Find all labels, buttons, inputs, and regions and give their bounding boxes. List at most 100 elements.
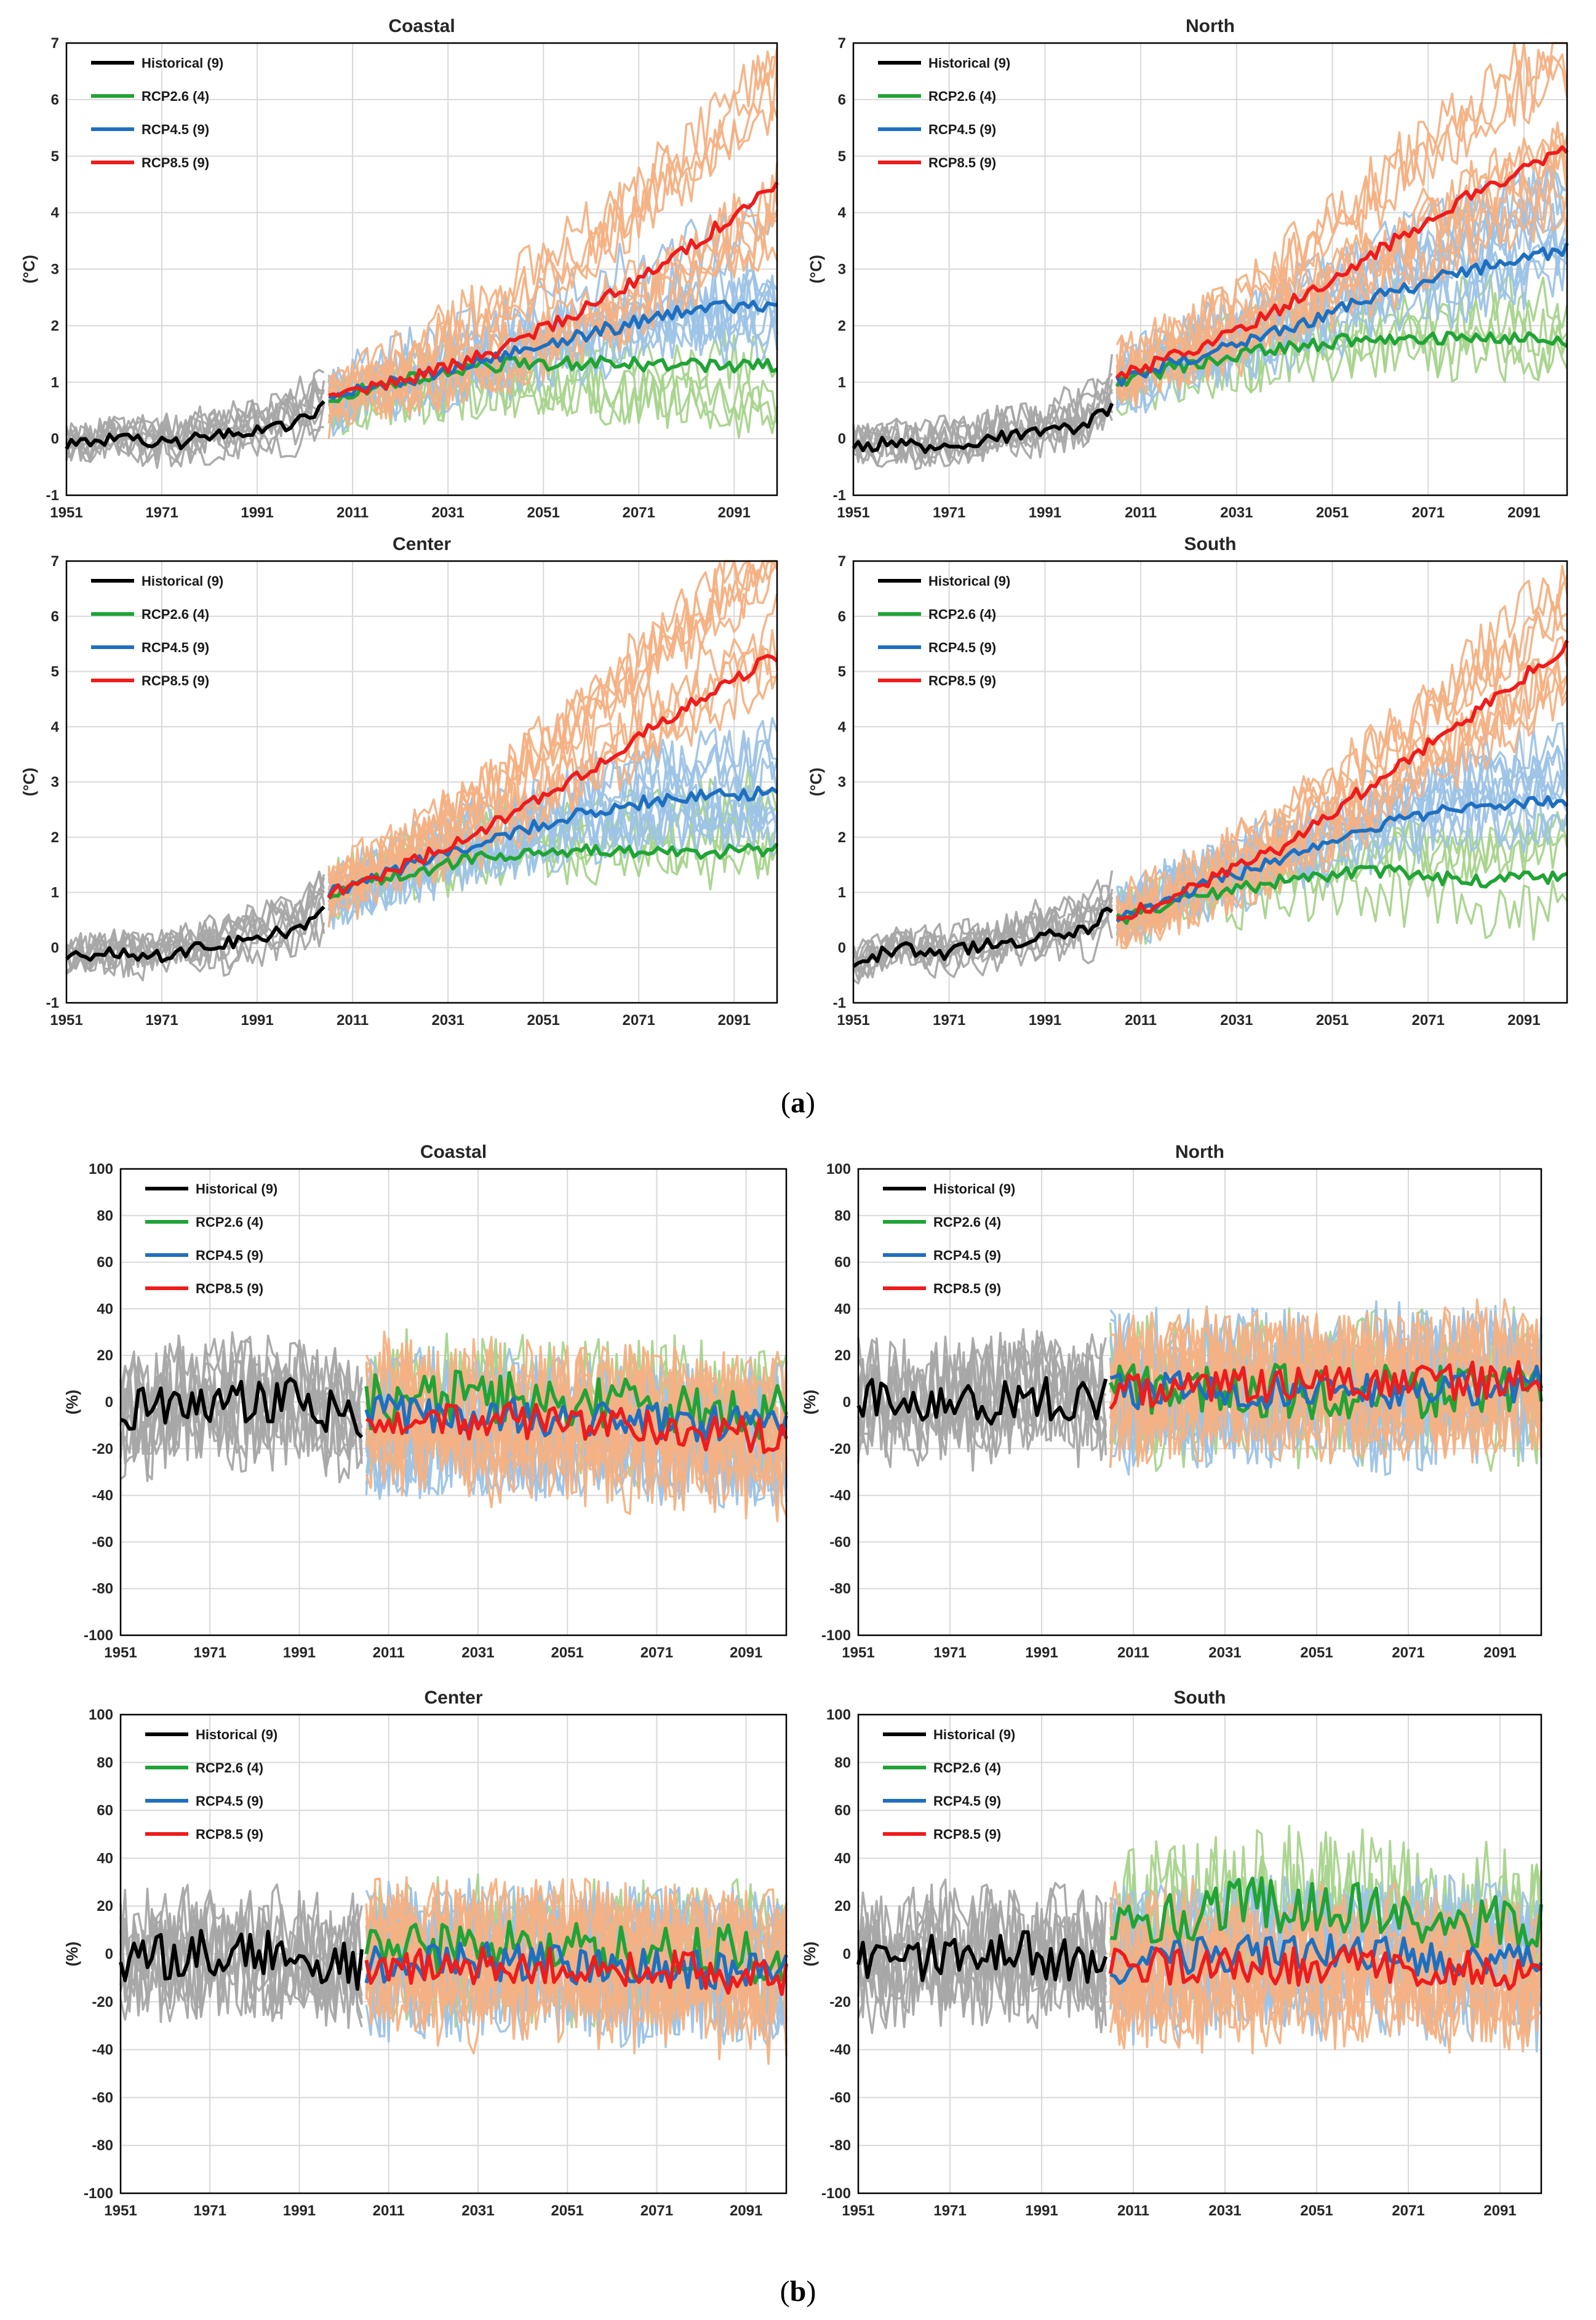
y-tick-label: 6 [838,92,846,108]
legend-label: RCP2.6 (4) [933,1214,1001,1230]
x-tick-label: 2011 [337,1012,369,1029]
ensemble-member-line [858,1328,1107,1443]
x-tick-label: 2011 [1125,1012,1157,1029]
x-tick-label: 1951 [842,1644,874,1661]
x-tick-label: 2031 [1208,2202,1241,2219]
y-tick-label: 5 [838,148,846,165]
x-tick-label: 2031 [431,504,464,521]
ensemble-member-line [1109,1298,1542,1442]
y-tick-label: -1 [46,995,59,1011]
x-tick-label: 2031 [1220,504,1253,521]
ensemble-member-line [119,1350,363,1462]
y-tick-label: -80 [92,1581,113,1597]
x-tick-label: 2091 [1507,1012,1540,1029]
y-tick-label: 20 [97,1347,113,1364]
y-tick-label: 5 [51,664,59,680]
legend: Historical (9) RCP2.6 (4) RCP4.5 (9) RCP8.5… [883,1181,1015,1296]
ensemble-member-line [852,395,1114,468]
ensemble-member-line [65,872,325,971]
chart-title: Coastal [420,1142,487,1162]
x-tick-label: 2071 [1412,504,1445,521]
x-tick-label: 2011 [337,504,369,521]
x-tick-label: 2011 [1125,504,1157,521]
y-tick-label: -1 [46,487,59,504]
ensemble-member-line [327,560,777,905]
y-tick-label: -60 [829,2089,851,2106]
axes-frame [65,42,778,496]
legend-label: RCP2.6 (4) [928,89,996,104]
ensemble-member-line [65,888,325,972]
y-tick-label: 0 [105,1394,113,1411]
ensemble-member-line [327,757,778,925]
chart-title: South [1174,1688,1226,1708]
legend-label: RCP8.5 (9) [933,1281,1001,1296]
y-tick-label: 0 [838,431,846,447]
y-tick-label: 40 [97,1850,113,1867]
series-line-rcp26 [1115,330,1568,388]
x-tick-label: 1991 [283,1644,316,1661]
series-line-historical [65,905,325,963]
y-tick-label: 4 [838,205,847,221]
series-line-rcp85 [365,1401,788,1454]
chart-title: Center [393,534,451,554]
ensemble-member-line [119,1907,363,2029]
legend: Historical (9) RCP2.6 (4) RCP4.5 (9) RCP8.5… [145,1727,277,1842]
y-tick-label: 100 [826,1707,851,1723]
ensemble-member-line [852,888,1114,969]
legend-label: RCP4.5 (9) [928,122,996,137]
y-tick-label: 80 [97,1755,113,1771]
legend-label: RCP2.6 (4) [933,1760,1001,1776]
x-tick-label: 2071 [1392,1644,1424,1661]
chart-b-coastal: -100 -80 -60 -40 -20 0 20 40 60 80 100 1951 1971 1991… [63,1142,788,1661]
series-line-historical [856,1376,1108,1426]
y-tick-label: 1 [838,374,846,391]
y-tick-label: 2 [51,317,59,334]
legend-label: RCP8.5 (9) [142,673,209,688]
legend: Historical (9) RCP2.6 (4) RCP4.5 (9) RCP8.5… [91,573,223,688]
x-tick-label: 2011 [1117,2202,1149,2219]
x-tick-label: 2031 [461,1644,494,1661]
y-tick-label: 5 [51,148,59,165]
axes-frame [119,1713,788,2194]
x-tick-label: 1971 [194,2202,226,2219]
y-tick-label: 20 [834,1347,851,1364]
y-tick-label: 80 [834,1208,851,1224]
series-line-rcp85 [1115,145,1569,380]
ensemble-member-line [857,1908,1107,2030]
legend-label: RCP8.5 (9) [142,155,209,170]
ensemble-member-line [365,1878,788,2023]
y-tick-label: 60 [834,1254,851,1271]
series-line-historical [65,400,325,450]
series-line-historical [119,1377,364,1439]
x-tick-label: 1951 [104,2202,137,2219]
x-tick-label: 1951 [837,1012,869,1029]
ensemble-member-line [1115,593,1568,949]
y-tick-label: 3 [838,261,846,278]
series-line-rcp85 [328,181,779,398]
series-line-historical [852,906,1114,968]
axes-frame [65,560,778,1004]
x-tick-label: 2071 [640,1644,673,1661]
x-tick-label: 2071 [623,504,655,521]
y-tick-label: 60 [834,1803,851,1819]
y-tick-label: 7 [51,35,59,52]
legend-label: Historical (9) [933,1181,1015,1197]
ensemble-member-line [119,1883,363,2000]
x-tick-label: 2091 [1483,1644,1516,1661]
series-line-rcp85 [1116,640,1569,921]
x-tick-label: 2091 [718,1012,751,1029]
y-tick-label: 6 [51,608,59,625]
legend-label: RCP2.6 (4) [142,89,209,104]
x-tick-label: 2011 [1117,1644,1149,1661]
ensemble-member-line [853,354,1114,458]
chart-title: North [1186,16,1235,36]
y-tick-label: -20 [829,1994,851,2011]
legend-label: RCP2.6 (4) [196,1214,263,1230]
x-tick-label: 1951 [50,504,82,521]
ensemble-member-line [857,1878,1107,1998]
y-tick-label: -40 [829,2042,851,2059]
y-tick-label: 0 [843,1394,851,1411]
x-tick-label: 2091 [718,504,751,521]
y-tick-label: -20 [92,1994,113,2011]
